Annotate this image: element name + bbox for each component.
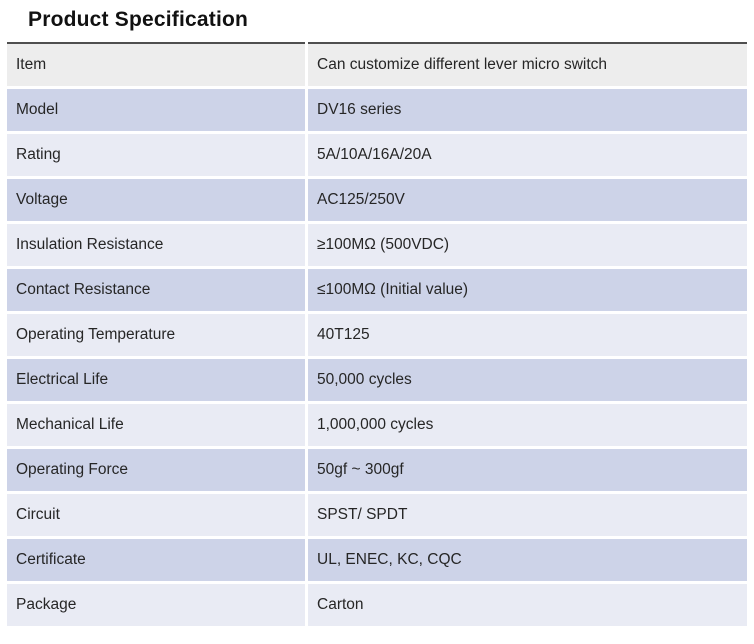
table-row: Contact Resistance ≤100MΩ (Initial value) [7,269,747,311]
spec-label: Model [7,89,305,131]
table-row: Item Can customize different lever micro … [7,42,747,86]
spec-value: 50gf ~ 300gf [308,449,747,491]
spec-label: Rating [7,134,305,176]
spec-label: Package [7,584,305,626]
spec-value: 5A/10A/16A/20A [308,134,747,176]
spec-value: 40T125 [308,314,747,356]
table-row: Certificate UL, ENEC, KC, CQC [7,539,747,581]
spec-value: DV16 series [308,89,747,131]
spec-value: ≤100MΩ (Initial value) [308,269,747,311]
spec-value: Can customize different lever micro swit… [308,42,747,86]
spec-label: Operating Temperature [7,314,305,356]
spec-label: Insulation Resistance [7,224,305,266]
spec-table: Item Can customize different lever micro … [4,39,750,629]
spec-value: Carton [308,584,747,626]
spec-label: Contact Resistance [7,269,305,311]
spec-table-body: Item Can customize different lever micro … [7,42,747,626]
table-row: Rating 5A/10A/16A/20A [7,134,747,176]
table-row: Mechanical Life 1,000,000 cycles [7,404,747,446]
spec-value: SPST/ SPDT [308,494,747,536]
table-row: Model DV16 series [7,89,747,131]
table-row: Insulation Resistance ≥100MΩ (500VDC) [7,224,747,266]
table-row: Package Carton [7,584,747,626]
spec-label: Operating Force [7,449,305,491]
spec-label: Certificate [7,539,305,581]
table-row: Operating Temperature 40T125 [7,314,747,356]
spec-label: Voltage [7,179,305,221]
spec-value: UL, ENEC, KC, CQC [308,539,747,581]
spec-label: Mechanical Life [7,404,305,446]
page-title: Product Specification [28,8,249,31]
spec-label: Circuit [7,494,305,536]
spec-value: 1,000,000 cycles [308,404,747,446]
spec-value: ≥100MΩ (500VDC) [308,224,747,266]
spec-label: Item [7,42,305,86]
spec-value: AC125/250V [308,179,747,221]
spec-value: 50,000 cycles [308,359,747,401]
spec-label: Electrical Life [7,359,305,401]
table-row: Operating Force 50gf ~ 300gf [7,449,747,491]
table-row: Circuit SPST/ SPDT [7,494,747,536]
table-row: Voltage AC125/250V [7,179,747,221]
table-row: Electrical Life 50,000 cycles [7,359,747,401]
